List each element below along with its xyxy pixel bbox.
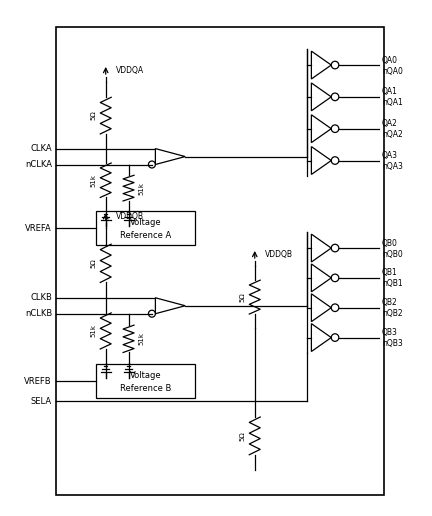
Text: nQB1: nQB1 [382, 279, 403, 288]
Text: nCLKB: nCLKB [25, 309, 52, 318]
Text: nQB2: nQB2 [382, 309, 403, 318]
Text: 5Ω: 5Ω [90, 259, 96, 268]
Text: CLKB: CLKB [30, 293, 52, 302]
Text: nQA1: nQA1 [382, 99, 403, 107]
Text: nQB3: nQB3 [382, 339, 403, 348]
Bar [56, 27, 384, 495]
Text: nQA2: nQA2 [382, 130, 403, 139]
Text: VREFB: VREFB [25, 377, 52, 386]
Text: VDDQB: VDDQB [265, 250, 293, 259]
Text: QA2: QA2 [382, 119, 398, 128]
Text: VDDQA: VDDQA [116, 66, 144, 74]
Bar [96, 364, 195, 398]
Bar [96, 211, 195, 245]
Text: Reference A: Reference A [120, 231, 171, 239]
Text: Reference B: Reference B [120, 384, 171, 393]
Text: QB3: QB3 [382, 328, 398, 337]
Text: VDDQB: VDDQB [116, 212, 144, 221]
Text: 51k: 51k [90, 325, 96, 337]
Text: QA0: QA0 [382, 56, 398, 64]
Text: 5Ω: 5Ω [239, 431, 245, 441]
Text: nQA3: nQA3 [382, 162, 403, 171]
Text: nQA0: nQA0 [382, 67, 403, 75]
Text: QB1: QB1 [382, 268, 398, 278]
Text: 51k: 51k [138, 182, 144, 195]
Text: QB0: QB0 [382, 238, 398, 248]
Text: nCLKA: nCLKA [25, 160, 52, 169]
Text: 5Ω: 5Ω [239, 292, 245, 302]
Text: SELA: SELA [31, 397, 52, 406]
Text: nQB0: nQB0 [382, 250, 403, 259]
Text: QA1: QA1 [382, 87, 398, 96]
Text: QA3: QA3 [382, 151, 398, 160]
Text: Voltage: Voltage [130, 371, 161, 380]
Text: 5Ω: 5Ω [90, 111, 96, 120]
Text: 51k: 51k [138, 332, 144, 345]
Text: VREFA: VREFA [25, 223, 52, 233]
Text: CLKA: CLKA [30, 144, 52, 153]
Text: Voltage: Voltage [130, 218, 161, 227]
Text: 51k: 51k [90, 174, 96, 187]
Text: QB2: QB2 [382, 298, 398, 307]
